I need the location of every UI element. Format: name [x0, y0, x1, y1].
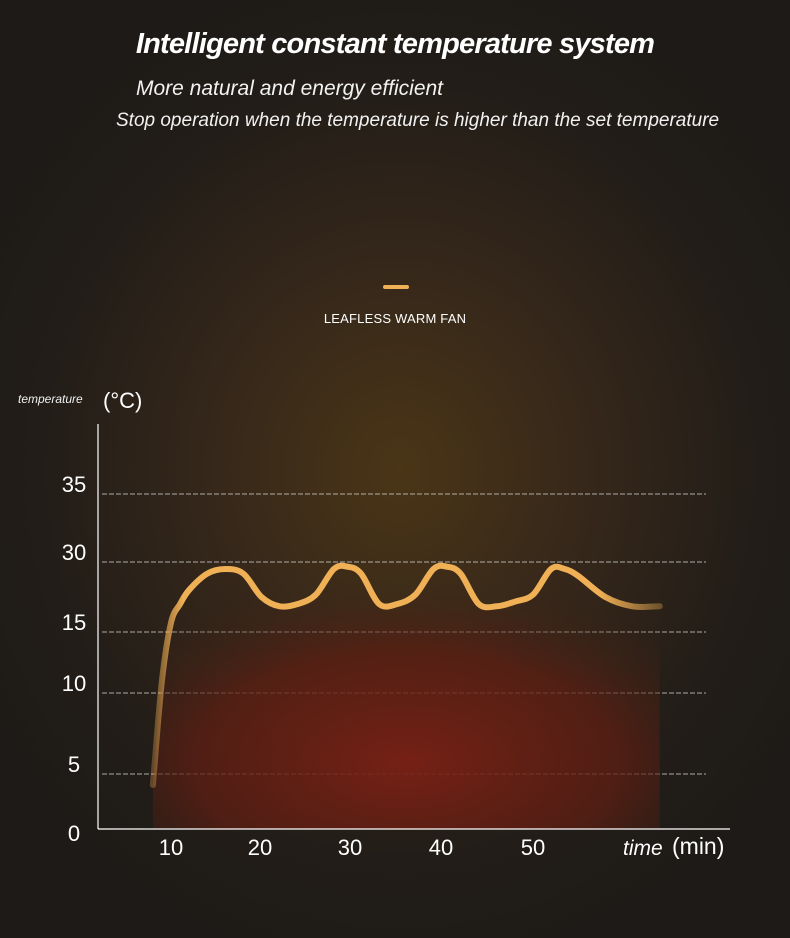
x-tick-label: 40: [429, 835, 453, 860]
series-line: [149, 562, 663, 788]
y-tick-label: 0: [68, 821, 80, 846]
y-tick-label: 35: [62, 472, 86, 497]
legend-label: LEAFLESS WARM FAN: [323, 311, 467, 326]
y-axis-unit: (°C): [103, 388, 143, 413]
legend-swatch: [383, 285, 409, 289]
x-tick-label: 50: [521, 835, 545, 860]
x-axis-unit: (min): [672, 833, 725, 859]
x-tick-label: 20: [248, 835, 272, 860]
page-title: Intelligent constant temperature system: [135, 28, 655, 60]
y-tick-label: 10: [62, 671, 86, 696]
x-tick-label: 30: [338, 835, 362, 860]
x-axis-label: time: [623, 837, 663, 860]
x-tick-label: 10: [159, 835, 183, 860]
y-tick-label: 30: [62, 540, 86, 565]
subtitle-primary: More natural and energy efficient: [136, 77, 444, 100]
subtitle-secondary: Stop operation when the temperature is h…: [116, 110, 720, 131]
area-fill: [152, 565, 660, 829]
y-axis-label: temperature: [18, 392, 83, 406]
y-tick-label: 15: [62, 610, 86, 635]
y-tick-label: 5: [68, 752, 80, 777]
